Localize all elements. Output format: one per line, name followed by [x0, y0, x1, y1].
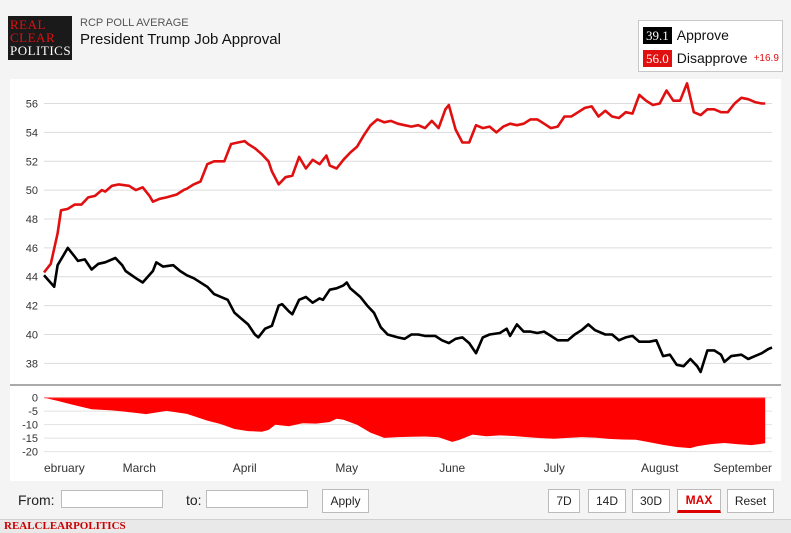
- series-approve-line: [43, 246, 773, 374]
- from-date-input[interactable]: [61, 490, 163, 508]
- approve-value: 39.1: [643, 26, 672, 44]
- y-tick-56: 56: [26, 99, 38, 111]
- legend-approve: 39.1 Approve: [643, 26, 729, 44]
- y-tick-54: 54: [26, 127, 38, 139]
- y-tick-50: 50: [26, 185, 38, 197]
- range-max-button[interactable]: MAX: [677, 489, 721, 513]
- x-tick-ebruary: ebruary: [44, 461, 85, 475]
- series-disapprove-line: [42, 82, 766, 274]
- header: REAL CLEAR POLITICS RCP POLL AVERAGE Pre…: [0, 0, 791, 76]
- chart-area[interactable]: 38 40 42 44 46 48 50 52 54 56 0 -5 -10 -15 -20 ebruary M…: [10, 79, 781, 481]
- spread-y-tick--5: -5: [28, 406, 38, 418]
- x-tick-september: September: [713, 461, 772, 475]
- rcp-logo: REAL CLEAR POLITICS: [8, 16, 72, 60]
- x-tick-april: April: [233, 461, 257, 475]
- chart-subtitle: RCP POLL AVERAGE: [80, 17, 189, 29]
- legend-disapprove: 56.0 Disapprove +16.9: [643, 49, 779, 67]
- legend: 39.1 Approve 56.0 Disapprove +16.9: [638, 20, 783, 72]
- to-date-input[interactable]: [206, 490, 308, 508]
- apply-button[interactable]: Apply: [322, 489, 369, 513]
- y-tick-44: 44: [26, 272, 38, 284]
- y-tick-38: 38: [26, 358, 38, 370]
- logo-line-clear: CLEAR: [10, 30, 56, 45]
- logo-line-politics: POLITICS: [10, 43, 72, 58]
- disapprove-value: 56.0: [643, 49, 672, 67]
- y-tick-48: 48: [26, 214, 38, 226]
- from-label: From:: [18, 492, 55, 508]
- date-range-controls: From: to: Apply 7D 14D 30D MAX Reset: [0, 484, 791, 518]
- to-label: to:: [186, 492, 202, 508]
- y-tick-52: 52: [26, 156, 38, 168]
- spread-area: [44, 397, 766, 449]
- footer-brand: REALCLEARPOLITICS: [4, 520, 126, 532]
- approve-label: Approve: [676, 27, 729, 43]
- range-7d-button[interactable]: 7D: [548, 489, 580, 513]
- spread-y-tick--15: -15: [22, 433, 38, 445]
- spread-y-tick--20: -20: [22, 447, 38, 459]
- x-tick-august: August: [641, 461, 679, 475]
- logo-line-real: REAL: [10, 17, 46, 32]
- range-30d-button[interactable]: 30D: [632, 489, 670, 513]
- range-14d-button[interactable]: 14D: [588, 489, 626, 513]
- y-tick-40: 40: [26, 329, 38, 341]
- x-tick-june: June: [439, 461, 465, 475]
- y-tick-46: 46: [26, 243, 38, 255]
- chart-widget: REAL CLEAR POLITICS RCP POLL AVERAGE Pre…: [0, 0, 791, 520]
- chart-title: President Trump Job Approval: [80, 31, 281, 48]
- reset-button[interactable]: Reset: [727, 489, 774, 513]
- y-tick-42: 42: [26, 301, 38, 313]
- spread-y-tick-0: 0: [32, 393, 38, 405]
- chart-svg: 38 40 42 44 46 48 50 52 54 56 0-5 -10-15 -20 ebruary M…: [10, 82, 781, 475]
- spread-y-tick--10: -10: [22, 420, 38, 432]
- spread-value: +16.9: [753, 52, 779, 64]
- x-tick-march: March: [123, 461, 156, 475]
- x-tick-july: July: [544, 461, 565, 475]
- x-tick-may: May: [335, 461, 358, 475]
- disapprove-label: Disapprove: [676, 50, 748, 66]
